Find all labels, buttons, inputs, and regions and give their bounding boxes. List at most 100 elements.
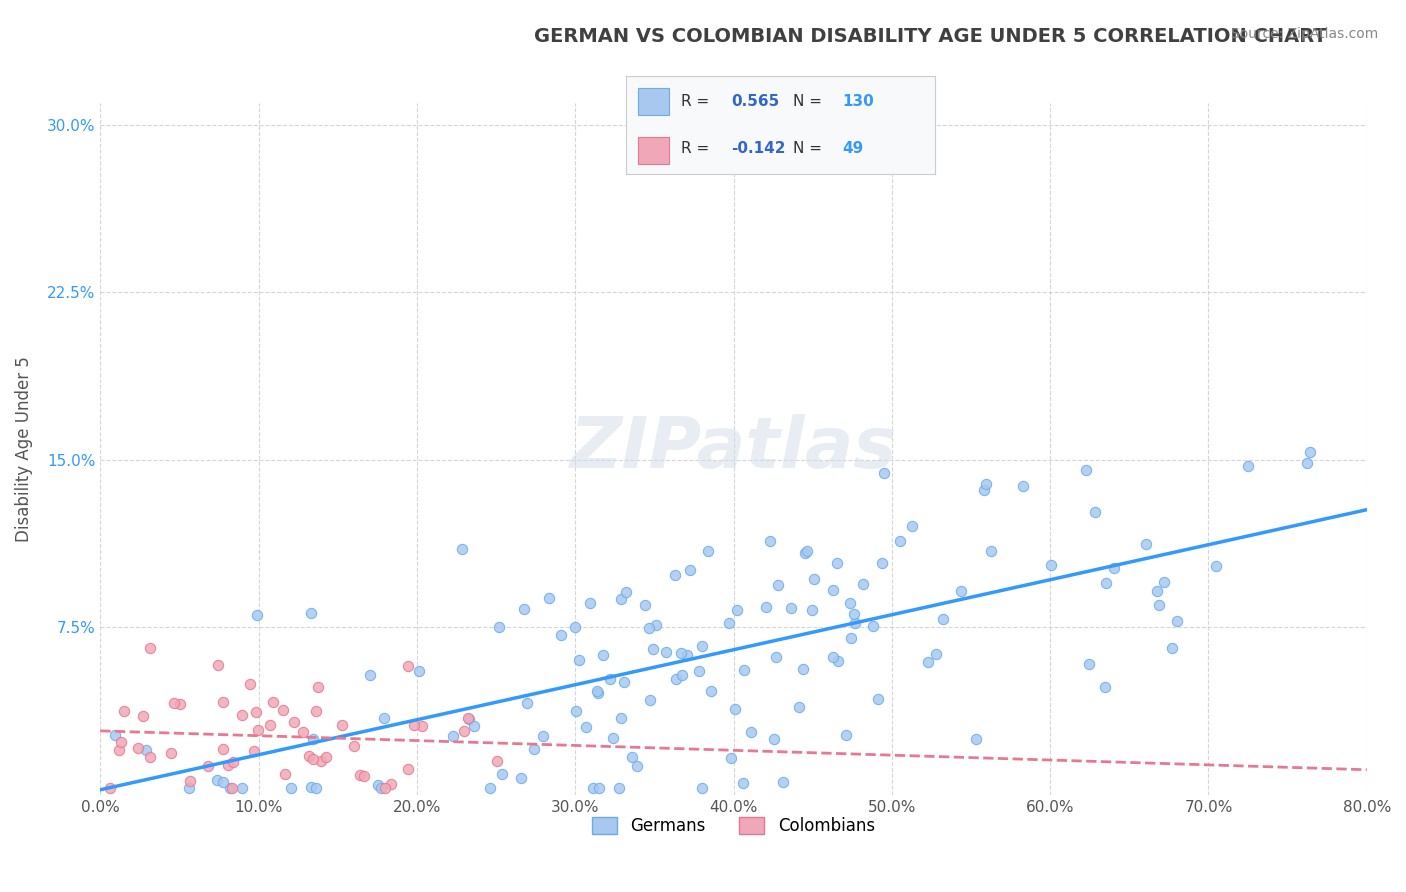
Point (789, 699, 811, 714)
Point (138, 641, 160, 656)
Point (725, 603, 748, 617)
Point (626, 758, 648, 772)
Point (309, 754, 332, 768)
Point (127, 740, 149, 755)
Text: 130: 130 (842, 94, 875, 109)
Point (283, 714, 305, 729)
Point (827, 654, 849, 668)
Point (396, 659, 419, 673)
Point (1205, 558, 1227, 573)
Point (207, 657, 229, 672)
Point (720, 751, 742, 765)
Point (212, 775, 235, 789)
Text: 0.565: 0.565 (731, 94, 779, 109)
Point (402, 718, 425, 732)
Point (800, 603, 823, 617)
Text: ZIPatlas: ZIPatlas (569, 414, 897, 483)
Point (139, 750, 162, 764)
Point (205, 773, 228, 788)
Point (565, 704, 588, 718)
Legend: Germans, Colombians: Germans, Colombians (586, 810, 882, 842)
Point (599, 672, 621, 686)
Point (259, 717, 281, 731)
Point (451, 542, 474, 557)
Point (931, 612, 953, 626)
Point (973, 483, 995, 497)
Point (696, 543, 718, 558)
FancyBboxPatch shape (638, 87, 669, 115)
Point (1295, 455, 1317, 469)
Point (231, 780, 253, 795)
Point (586, 686, 609, 700)
Point (638, 621, 661, 635)
Point (197, 758, 219, 772)
Point (280, 780, 302, 795)
Point (245, 705, 267, 719)
Point (633, 598, 655, 612)
Point (274, 767, 297, 781)
Text: N =: N = (793, 141, 821, 156)
Point (588, 780, 610, 795)
Point (610, 591, 633, 606)
Point (852, 577, 875, 591)
Text: N =: N = (793, 94, 821, 109)
Point (870, 556, 893, 570)
Point (135, 743, 157, 757)
Point (780, 600, 803, 615)
Point (724, 702, 747, 716)
Point (512, 602, 534, 616)
Point (488, 620, 510, 634)
Point (1166, 615, 1188, 629)
Point (901, 518, 924, 533)
Point (1095, 576, 1118, 591)
Point (655, 645, 678, 659)
Point (965, 731, 987, 746)
Point (792, 662, 814, 676)
Point (396, 762, 419, 776)
Point (1146, 583, 1168, 598)
Point (763, 731, 786, 746)
FancyBboxPatch shape (638, 136, 669, 164)
Point (718, 615, 741, 630)
Point (179, 774, 201, 789)
Point (844, 615, 866, 630)
Point (246, 607, 269, 622)
Point (1012, 479, 1035, 493)
Point (359, 668, 381, 682)
Point (844, 607, 866, 622)
Point (302, 751, 325, 765)
Point (644, 618, 666, 632)
Point (110, 735, 132, 749)
Point (380, 776, 402, 790)
Point (1094, 680, 1116, 694)
Point (671, 646, 693, 660)
Point (766, 578, 789, 592)
Point (772, 774, 794, 789)
Point (221, 780, 243, 795)
Text: Source: ZipAtlas.com: Source: ZipAtlas.com (1230, 27, 1378, 41)
Point (509, 771, 531, 785)
Point (271, 703, 294, 717)
Point (537, 591, 560, 606)
Point (759, 533, 782, 548)
Point (575, 720, 598, 734)
Point (974, 477, 997, 491)
Point (262, 695, 284, 709)
Point (1039, 558, 1062, 573)
Point (794, 546, 817, 560)
Point (613, 674, 636, 689)
Point (592, 648, 614, 663)
Text: -0.142: -0.142 (731, 141, 786, 156)
Point (950, 584, 973, 599)
Point (304, 704, 326, 718)
Point (163, 697, 186, 711)
Point (98, 780, 121, 795)
Point (457, 711, 479, 725)
Point (765, 649, 787, 664)
Point (1102, 561, 1125, 575)
Point (231, 707, 253, 722)
Point (1153, 574, 1175, 589)
Point (531, 729, 554, 743)
Point (349, 768, 371, 782)
Point (1084, 505, 1107, 519)
